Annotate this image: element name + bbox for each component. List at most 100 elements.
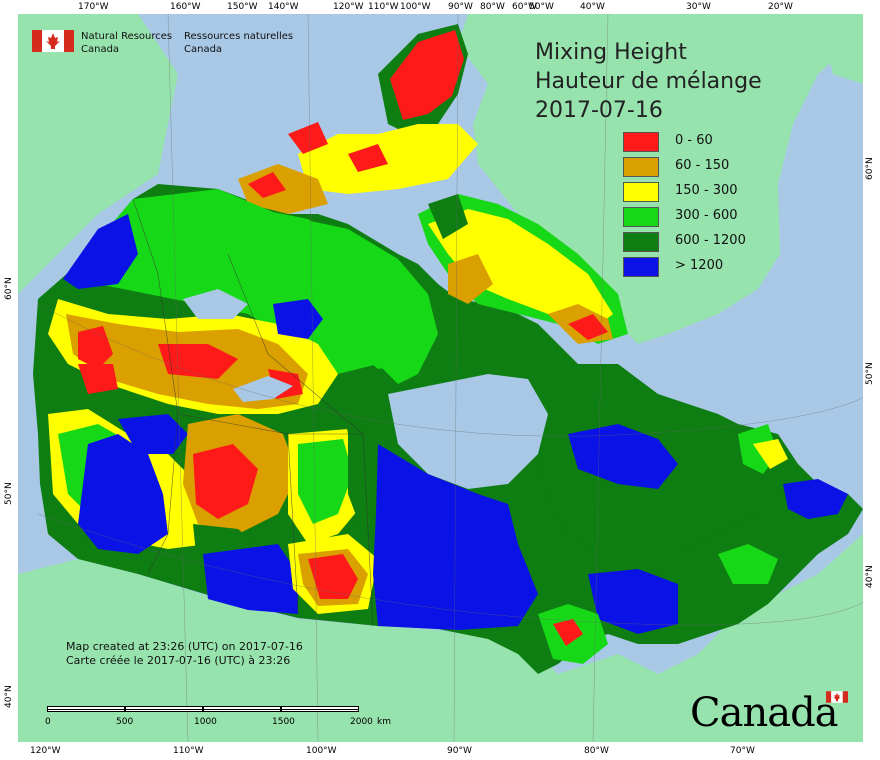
arctic-yellow-belt	[298, 124, 478, 194]
graticule-label: 120°W	[30, 746, 61, 756]
scale-bar-label: 1500	[272, 717, 295, 727]
arctic-red-3	[248, 172, 286, 198]
graticule-label: 100°W	[400, 2, 431, 12]
scale-bar-label: 0	[45, 717, 51, 727]
graticule-label: 40°N	[4, 685, 14, 708]
map-title: Mixing Height Hauteur de mélange 2017-07…	[535, 38, 762, 125]
title-english: Mixing Height	[535, 40, 687, 65]
creation-note-en: Map created at 23:26 (UTC) on 2017-07-16	[66, 640, 303, 653]
scale-bar-label: 1000	[194, 717, 217, 727]
graticule-label: 90°W	[447, 746, 472, 756]
sask-south-red	[308, 554, 358, 599]
mixing-height-map	[18, 14, 863, 742]
legend-item: 60 - 150	[623, 157, 803, 177]
graticule-label: 80°W	[480, 2, 505, 12]
graticule-label: 40°N	[865, 565, 875, 588]
devon-green	[428, 194, 468, 239]
legend-label: 600 - 1200	[675, 233, 746, 248]
graticule-label: 60°N	[865, 157, 875, 180]
legend-label: 0 - 60	[675, 133, 713, 148]
legend-swatch	[623, 182, 659, 202]
legend-label: 150 - 300	[675, 183, 738, 198]
graticule-label: 50°N	[865, 362, 875, 385]
alaska-border-blue	[63, 214, 138, 289]
great-bear-lake	[183, 289, 248, 319]
graticule-label: 120°W	[333, 2, 364, 12]
graticule-label: 20°W	[768, 2, 793, 12]
baffin-yellow	[428, 209, 613, 334]
north-red-3	[78, 364, 118, 394]
graticule-label: 70°W	[730, 746, 755, 756]
agency-name-fr-line2: Canada	[184, 44, 223, 55]
legend-item: 150 - 300	[623, 182, 803, 202]
agency-name-en: Natural Resources Canada	[81, 30, 172, 56]
quebec-blue-2	[568, 424, 678, 489]
graticule-label: 50°N	[4, 482, 14, 505]
scale-bar-label: 2000	[350, 717, 373, 727]
usa-land	[18, 534, 863, 742]
graticule-label: 150°W	[227, 2, 258, 12]
greenland-land	[458, 14, 863, 344]
map-canvas	[18, 14, 863, 742]
iceland-land	[818, 14, 863, 84]
south-blue	[203, 544, 298, 614]
agency-name-fr: Ressources naturelles Canada	[184, 30, 293, 56]
hudson-bay	[388, 374, 548, 489]
nunavut-blue	[273, 299, 323, 339]
agency-name-fr-line1: Ressources naturelles	[184, 31, 294, 42]
graticule-label: 40°W	[580, 2, 605, 12]
graticule-label: 100°W	[306, 746, 337, 756]
sask-green	[298, 439, 353, 524]
canada-wordmark: Canada	[690, 690, 839, 736]
legend-item: 300 - 600	[623, 207, 803, 227]
creation-note-fr: Carte créée le 2017-07-16 (UTC) à 23:26	[66, 654, 291, 667]
legend-item: > 1200	[623, 257, 803, 277]
legend-swatch	[623, 157, 659, 177]
nrcan-signature: Natural Resources Canada Ressources natu…	[32, 30, 293, 56]
legend-item: 0 - 60	[623, 132, 803, 152]
scale-bar-label: 500	[116, 717, 134, 727]
ontario-blue	[373, 444, 538, 630]
ellesmere-red	[390, 30, 464, 120]
title-french: Hauteur de mélange	[535, 69, 762, 94]
graticule-lines	[37, 14, 863, 742]
bc-blue-2	[118, 414, 188, 454]
arctic-red-2	[348, 144, 388, 172]
title-date: 2017-07-16	[535, 98, 663, 123]
legend-label: 60 - 150	[675, 158, 730, 173]
legend-label: 300 - 600	[675, 208, 738, 223]
graticule-label: 110°W	[173, 746, 204, 756]
arctic-red-1	[288, 122, 328, 154]
legend-swatch	[623, 207, 659, 227]
graticule-label: 60°W	[512, 2, 537, 12]
wordmark-flag-icon	[826, 691, 848, 703]
legend-label: > 1200	[675, 258, 724, 273]
legend-swatch	[623, 257, 659, 277]
graticule-label: 30°W	[686, 2, 711, 12]
agency-name-en-line1: Natural Resources	[81, 31, 173, 42]
manitoba-lime	[348, 304, 428, 369]
graticule-label: 60°N	[4, 277, 14, 300]
agency-name-en-line2: Canada	[81, 44, 120, 55]
baffin-orange-1	[448, 254, 493, 304]
graticule-label: 80°W	[584, 746, 609, 756]
province-borders	[132, 198, 374, 627]
great-lakes-red	[553, 619, 583, 646]
great-slave-lake	[233, 376, 293, 402]
alberta-red	[193, 444, 258, 519]
graticule-label: 50°W	[529, 2, 554, 12]
graticule-label: 110°W	[368, 2, 399, 12]
maritimes-blue	[783, 479, 848, 519]
baffin-red	[568, 314, 608, 340]
graticule-label: 90°W	[448, 2, 473, 12]
legend-item: 600 - 1200	[623, 232, 803, 252]
quebec-south-blue	[588, 569, 678, 634]
graticule-label: 170°W	[78, 2, 109, 12]
creation-note: Map created at 23:26 (UTC) on 2017-07-16…	[66, 640, 303, 668]
legend-swatch	[623, 132, 659, 152]
labrador-yellow	[753, 439, 788, 469]
scale-bar-unit: km	[377, 717, 391, 727]
scale-bar: 0 500 1000 1500 2000 km	[45, 703, 391, 733]
alaska-land	[18, 14, 178, 294]
